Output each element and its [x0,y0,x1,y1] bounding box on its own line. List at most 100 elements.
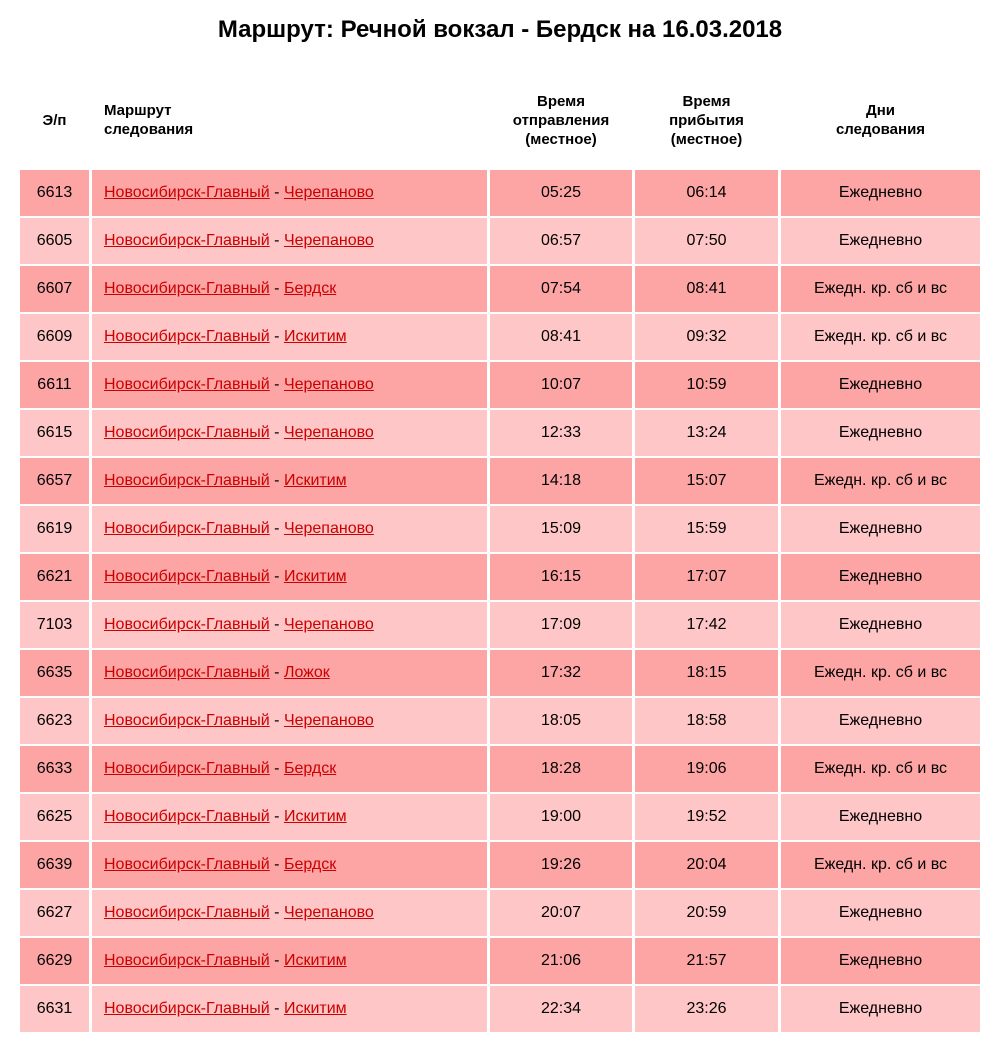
arrival-time: 08:41 [635,266,778,312]
table-row: 6657 Новосибирск-Главный - Искитим 14:18 15… [20,458,980,504]
route-from-link[interactable]: Новосибирск-Главный [104,520,270,537]
days-of-operation: Ежедневно [781,794,980,840]
route-from-link[interactable]: Новосибирск-Главный [104,664,270,681]
departure-time: 19:00 [490,794,632,840]
train-number: 6657 [20,458,89,504]
route-cell: Новосибирск-Главный - Черепаново [92,218,487,264]
route-cell: Новосибирск-Главный - Черепаново [92,170,487,216]
route-cell: Новосибирск-Главный - Черепаново [92,362,487,408]
route-to-link[interactable]: Искитим [283,808,347,825]
route-from-link[interactable]: Новосибирск-Главный [104,904,270,921]
arrival-time: 17:07 [635,554,778,600]
route-cell: Новосибирск-Главный - Бердск [92,842,487,888]
table-row: 6631 Новосибирск-Главный - Искитим 22:34 23… [20,986,980,1032]
train-number: 6627 [20,890,89,936]
route-to-link[interactable]: Искитим [283,568,347,585]
route-from-link[interactable]: Новосибирск-Главный [104,184,270,201]
departure-time: 17:09 [490,602,632,648]
departure-time: 18:28 [490,746,632,792]
table-row: 6605 Новосибирск-Главный - Черепаново 06:5… [20,218,980,264]
route-to-link[interactable]: Черепаново [283,232,374,249]
route-from-link[interactable]: Новосибирск-Главный [104,424,270,441]
route-from-link[interactable]: Новосибирск-Главный [104,568,270,585]
route-to-link[interactable]: Искитим [283,328,347,345]
departure-time: 10:07 [490,362,632,408]
days-of-operation: Ежедневно [781,890,980,936]
route-to-link[interactable]: Бердск [283,760,337,777]
route-to-link[interactable]: Черепаново [283,712,374,729]
departure-time: 16:15 [490,554,632,600]
train-number: 6605 [20,218,89,264]
train-number: 6625 [20,794,89,840]
route-to-link[interactable]: Черепаново [283,616,374,633]
days-of-operation: Ежедн. кр. сб и вс [781,314,980,360]
route-to-link[interactable]: Бердск [283,280,337,297]
days-of-operation: Ежедневно [781,554,980,600]
days-of-operation: Ежедн. кр. сб и вс [781,458,980,504]
route-from-link[interactable]: Новосибирск-Главный [104,712,270,729]
route-from-link[interactable]: Новосибирск-Главный [104,328,270,345]
route-to-link[interactable]: Черепаново [283,904,374,921]
departure-time: 12:33 [490,410,632,456]
route-from-link[interactable]: Новосибирск-Главный [104,808,270,825]
route-from-link[interactable]: Новосибирск-Главный [104,232,270,249]
arrival-time: 13:24 [635,410,778,456]
train-number: 6621 [20,554,89,600]
route-from-link[interactable]: Новосибирск-Главный [104,1000,270,1017]
route-cell: Новосибирск-Главный - Бердск [92,266,487,312]
train-number: 6635 [20,650,89,696]
table-header: Э/п Маршрут следования Время отправления… [20,84,980,160]
table-row: 6625 Новосибирск-Главный - Искитим 19:00 19… [20,794,980,840]
route-to-link[interactable]: Искитим [283,1000,347,1017]
route-cell: Новосибирск-Главный - Черепаново [92,698,487,744]
route-to-link[interactable]: Бердск [283,856,337,873]
days-of-operation: Ежедн. кр. сб и вс [781,842,980,888]
route-from-link[interactable]: Новосибирск-Главный [104,376,270,393]
route-from-link[interactable]: Новосибирск-Главный [104,616,270,633]
route-from-link[interactable]: Новосибирск-Главный [104,472,270,489]
arrival-time: 21:57 [635,938,778,984]
table-row: 6623 Новосибирск-Главный - Черепаново 18:0… [20,698,980,744]
departure-time: 18:05 [490,698,632,744]
route-cell: Новосибирск-Главный - Черепаново [92,890,487,936]
train-number: 6631 [20,986,89,1032]
route-from-link[interactable]: Новосибирск-Главный [104,280,270,297]
table-row: 6607 Новосибирск-Главный - Бердск 07:54 08:… [20,266,980,312]
route-cell: Новосибирск-Главный - Черепаново [92,506,487,552]
table-row: 6619 Новосибирск-Главный - Черепаново 15:0… [20,506,980,552]
table-row: 6635 Новосибирск-Главный - Ложок 17:32 18:1… [20,650,980,696]
route-to-link[interactable]: Черепаново [283,184,374,201]
route-to-link[interactable]: Черепаново [283,520,374,537]
route-to-link[interactable]: Черепаново [283,424,374,441]
route-cell: Новосибирск-Главный - Черепаново [92,410,487,456]
departure-time: 22:34 [490,986,632,1032]
days-of-operation: Ежедн. кр. сб и вс [781,266,980,312]
route-to-link[interactable]: Черепаново [283,376,374,393]
arrival-time: 23:26 [635,986,778,1032]
route-to-link[interactable]: Ложок [283,664,330,681]
days-of-operation: Ежедневно [781,170,980,216]
days-of-operation: Ежедн. кр. сб и вс [781,746,980,792]
train-number: 6623 [20,698,89,744]
route-cell: Новосибирск-Главный - Искитим [92,554,487,600]
arrival-time: 18:15 [635,650,778,696]
train-number: 6629 [20,938,89,984]
train-number: 6615 [20,410,89,456]
route-cell: Новосибирск-Главный - Искитим [92,986,487,1032]
route-from-link[interactable]: Новосибирск-Главный [104,760,270,777]
route-to-link[interactable]: Искитим [283,952,347,969]
train-number: 7103 [20,602,89,648]
train-number: 6611 [20,362,89,408]
table-row: 6629 Новосибирск-Главный - Искитим 21:06 21… [20,938,980,984]
days-of-operation: Ежедневно [781,218,980,264]
table-row: 6611 Новосибирск-Главный - Черепаново 10:0… [20,362,980,408]
route-from-link[interactable]: Новосибирск-Главный [104,952,270,969]
departure-time: 08:41 [490,314,632,360]
table-row: 6613 Новосибирск-Главный - Черепаново 05:2… [20,170,980,216]
route-cell: Новосибирск-Главный - Искитим [92,314,487,360]
departure-time: 15:09 [490,506,632,552]
arrival-time: 20:59 [635,890,778,936]
route-from-link[interactable]: Новосибирск-Главный [104,856,270,873]
route-to-link[interactable]: Искитим [283,472,347,489]
days-of-operation: Ежедневно [781,362,980,408]
